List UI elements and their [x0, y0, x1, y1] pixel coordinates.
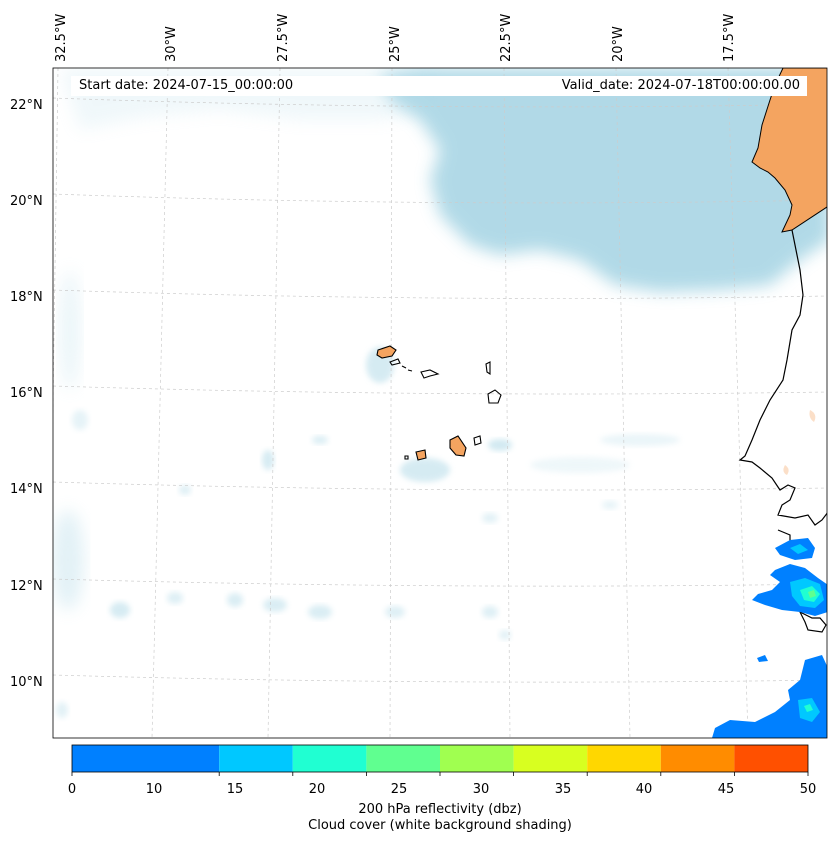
lon-label-17-5w: 17.5°W: [722, 13, 737, 62]
lat-label-10n: 10°N: [10, 675, 43, 690]
lon-label-30w: 30°W: [164, 26, 179, 62]
lon-label-22-5w: 22.5°W: [499, 13, 514, 62]
reflectivity-contours: [712, 538, 827, 738]
colorbar-cell: [660, 745, 735, 772]
lon-label-25w: 25°W: [388, 26, 403, 62]
colorbar-cell: [587, 745, 661, 772]
start-date-label: Start date: 2024-07-15_00:00:00: [79, 78, 294, 93]
lat-label-12n: 12°N: [10, 579, 43, 594]
valid-date-label: Valid_date: 2024-07-18T00:00:00.00: [561, 78, 800, 93]
reflectivity-colorbar: [72, 745, 808, 772]
map-gridlines: [53, 68, 827, 738]
colorbar-cell: [292, 745, 367, 772]
colorbar-ticks: [71, 772, 809, 776]
header-box: [71, 76, 807, 96]
colorbar-tick-label: 45: [717, 782, 735, 797]
lat-label-16n: 16°N: [10, 386, 43, 401]
colorbar-tick-label: 20: [308, 782, 326, 797]
colorbar-cell: [366, 745, 440, 772]
colorbar-label: 200 hPa reflectivity (dbz): [358, 802, 522, 817]
lat-label-14n: 14°N: [10, 482, 43, 497]
colorbar-cell: [440, 745, 514, 772]
colorbar-tick-label: 35: [554, 782, 572, 797]
lat-label-18n: 18°N: [10, 290, 43, 305]
lon-label-27-5w: 27.5°W: [276, 13, 291, 62]
colorbar-tick-label: 40: [635, 782, 653, 797]
colorbar-sublabel: Cloud cover (white background shading): [308, 818, 572, 833]
lat-label-22n: 22°N: [10, 98, 43, 113]
lat-label-20n: 20°N: [10, 194, 43, 209]
colorbar-cell: [72, 745, 220, 772]
lon-label-32-5w: 32.5°W: [54, 13, 69, 62]
cloud-cover-shading: [53, 68, 827, 718]
colorbar-tick-label: 50: [799, 782, 817, 797]
colorbar-tick-label: 10: [145, 782, 163, 797]
colorbar-tick-label: 25: [390, 782, 408, 797]
colorbar-tick-label: 15: [226, 782, 244, 797]
map-frame: [52, 67, 828, 739]
colorbar-cell: [219, 745, 293, 772]
colorbar-cell: [513, 745, 588, 772]
colorbar-tick-label: 30: [472, 782, 490, 797]
colorbar-tick-label: 0: [67, 782, 77, 797]
lon-label-20w: 20°W: [611, 26, 626, 62]
africa-land: [751, 68, 827, 475]
colorbar-cell: [734, 745, 808, 772]
cape-verde-islands: [376, 345, 502, 461]
